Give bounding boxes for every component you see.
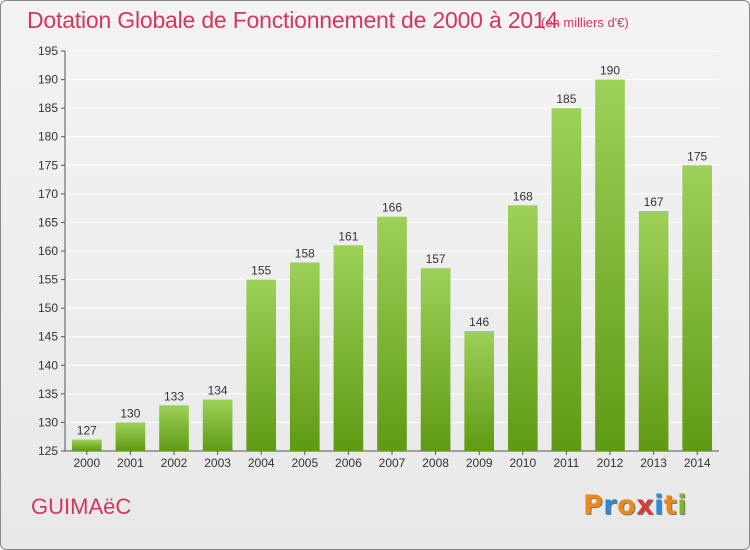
y-tick-label: 195: [38, 44, 58, 58]
bar-2009: [464, 331, 495, 451]
logo-letter: r: [603, 490, 618, 521]
x-tick-label-2013: 2013: [640, 456, 667, 470]
data-label-2005: 158: [295, 246, 315, 260]
data-label-2012: 190: [600, 64, 620, 78]
bar-2012: [595, 79, 625, 452]
bar-2007: [377, 216, 407, 451]
bar-2006: [333, 245, 364, 451]
bar-2005: [289, 262, 320, 451]
y-tick-label: 160: [38, 244, 58, 258]
bar-2014: [682, 165, 713, 452]
y-tick-label: 150: [38, 301, 58, 315]
data-label-2014: 175: [687, 149, 707, 163]
logo-letter: i: [654, 490, 664, 521]
x-tick-label-2014: 2014: [684, 456, 711, 470]
x-tick-label-2012: 2012: [597, 456, 624, 470]
data-label-2009: 146: [469, 315, 489, 329]
labels: 125 130 135 140 145 150 155 160 165 170 175 180 185 1…: [38, 44, 711, 470]
y-tick-label: 180: [38, 130, 58, 144]
x-tick-label-2003: 2003: [204, 456, 231, 470]
logo-letter: x: [636, 490, 655, 521]
bar-2003: [202, 399, 233, 451]
bar-2002: [159, 405, 189, 451]
bar-2010: [507, 205, 538, 451]
bar-2008: [420, 268, 451, 451]
y-tick-label: 135: [38, 387, 58, 401]
y-tick-label: 140: [38, 358, 58, 372]
y-tick-label: 185: [38, 101, 58, 115]
logo-letter: o: [617, 490, 637, 521]
data-label-2001: 130: [120, 406, 140, 420]
x-tick-label-2010: 2010: [509, 456, 536, 470]
data-label-2004: 155: [251, 264, 271, 278]
commune-name: GUIMAëC: [31, 494, 132, 519]
x-tick-label-2001: 2001: [117, 456, 144, 470]
x-tick-label-2009: 2009: [466, 456, 493, 470]
x-tick-label-2005: 2005: [291, 456, 318, 470]
y-tick-label: 170: [38, 187, 58, 201]
data-label-2007: 166: [382, 201, 402, 215]
y-tick-label: 190: [38, 73, 58, 87]
data-label-2003: 134: [208, 384, 228, 398]
bar-2001: [115, 422, 146, 451]
logo-letter: P: [583, 490, 604, 521]
x-tick-label-2000: 2000: [73, 456, 100, 470]
chart-title: Dotation Globale de Fonctionnement de 20…: [27, 7, 559, 33]
logo-letter: i: [677, 490, 688, 521]
data-label-2013: 167: [644, 195, 664, 209]
y-tick-label: 175: [38, 158, 58, 172]
y-tick-label: 155: [38, 273, 58, 287]
logo-letter: t: [663, 490, 678, 521]
y-tick-label: 165: [38, 215, 58, 229]
data-label-2010: 168: [513, 189, 533, 203]
data-label-2011: 185: [556, 92, 576, 106]
x-tick-label-2002: 2002: [161, 456, 188, 470]
data-label-2002: 133: [164, 389, 184, 403]
data-label-2006: 161: [338, 229, 358, 243]
data-label-2000: 127: [77, 424, 97, 438]
x-tick-label-2006: 2006: [335, 456, 362, 470]
y-tick-label: 125: [38, 444, 58, 458]
bars: [71, 79, 713, 452]
y-tick-label: 145: [38, 330, 58, 344]
x-tick-label-2007: 2007: [379, 456, 406, 470]
x-tick-label-2011: 2011: [553, 456, 579, 470]
data-label-2008: 157: [426, 252, 446, 266]
bar-2000: [71, 439, 102, 451]
bar-2013: [638, 211, 669, 451]
bar-2004: [246, 279, 277, 451]
x-tick-label-2004: 2004: [248, 456, 275, 470]
chart-subtitle: (en milliers d'€): [541, 15, 629, 30]
y-tick-label: 130: [38, 415, 58, 429]
proxiti-logo[interactable]: Proxiti: [583, 490, 687, 521]
x-tick-label-2008: 2008: [422, 456, 449, 470]
bar-2011: [551, 108, 582, 452]
